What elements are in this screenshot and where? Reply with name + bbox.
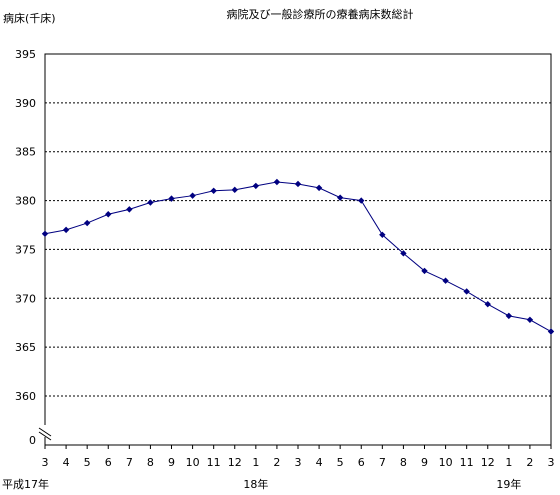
data-point bbox=[189, 192, 196, 199]
chart-title: 病院及び一般診療所の療養病床数総計 bbox=[226, 8, 414, 21]
x-tick-label: 8 bbox=[400, 456, 407, 469]
x-tick-label: 5 bbox=[337, 456, 344, 469]
x-tick-label: 1 bbox=[505, 456, 512, 469]
data-point bbox=[336, 194, 344, 201]
x-tick-label: 3 bbox=[42, 456, 49, 469]
data-point bbox=[442, 277, 449, 284]
y-axis-unit-label: 病床(千床) bbox=[3, 12, 56, 25]
y-tick-label: 395 bbox=[15, 48, 36, 61]
y-tick-label: 385 bbox=[15, 146, 36, 159]
data-point bbox=[83, 219, 91, 227]
data-point bbox=[168, 195, 175, 202]
data-point bbox=[484, 300, 491, 308]
x-tick-label: 8 bbox=[147, 456, 154, 469]
x-tick-label: 3 bbox=[295, 456, 302, 469]
x-tick-label: 2 bbox=[273, 456, 280, 469]
x-year-label: 18年 bbox=[243, 477, 268, 491]
data-point bbox=[147, 199, 154, 206]
x-tick-label: 9 bbox=[168, 456, 175, 469]
data-point bbox=[294, 180, 302, 188]
y-tick-label: 375 bbox=[15, 243, 36, 256]
y-tick-label: 0 bbox=[29, 434, 36, 447]
data-point bbox=[463, 288, 470, 295]
y-tick-label: 380 bbox=[15, 195, 36, 208]
data-point bbox=[547, 328, 555, 335]
x-tick-label: 1 bbox=[252, 456, 259, 469]
data-point bbox=[126, 206, 133, 213]
x-year-label: 平成17年 bbox=[2, 477, 49, 491]
data-point bbox=[210, 187, 217, 194]
x-tick-label: 10 bbox=[439, 456, 453, 469]
x-tick-label: 9 bbox=[421, 456, 428, 469]
data-point bbox=[505, 312, 513, 320]
x-tick-label: 11 bbox=[207, 456, 221, 469]
x-year-label: 19年 bbox=[496, 477, 521, 491]
x-tick-label: 6 bbox=[105, 456, 112, 469]
x-tick-label: 4 bbox=[63, 456, 70, 469]
data-point bbox=[41, 230, 49, 237]
data-point bbox=[379, 231, 386, 238]
x-tick-label: 12 bbox=[481, 456, 495, 469]
x-tick-label: 6 bbox=[358, 456, 365, 469]
x-tick-label: 10 bbox=[186, 456, 200, 469]
x-tick-label: 11 bbox=[460, 456, 474, 469]
y-tick-label: 370 bbox=[15, 292, 36, 305]
y-tick-label: 360 bbox=[15, 390, 36, 403]
axis-break-mark bbox=[38, 427, 52, 437]
data-point bbox=[526, 316, 534, 323]
data-point bbox=[315, 184, 323, 192]
x-tick-label: 5 bbox=[84, 456, 91, 469]
data-point bbox=[62, 226, 70, 234]
data-point bbox=[231, 186, 238, 194]
data-point bbox=[358, 197, 365, 204]
x-tick-label: 2 bbox=[526, 456, 533, 469]
axis-break-mark bbox=[38, 431, 52, 441]
x-tick-label: 7 bbox=[126, 456, 133, 469]
data-point bbox=[252, 182, 260, 190]
data-point bbox=[421, 267, 428, 275]
x-tick-label: 12 bbox=[228, 456, 242, 469]
y-tick-label: 390 bbox=[15, 97, 36, 110]
y-tick-label: 365 bbox=[15, 341, 36, 354]
x-tick-label: 7 bbox=[379, 456, 386, 469]
data-point bbox=[273, 178, 281, 186]
data-point bbox=[400, 250, 407, 257]
x-tick-label: 4 bbox=[316, 456, 323, 469]
x-tick-label: 3 bbox=[548, 456, 555, 469]
data-point bbox=[105, 211, 112, 218]
